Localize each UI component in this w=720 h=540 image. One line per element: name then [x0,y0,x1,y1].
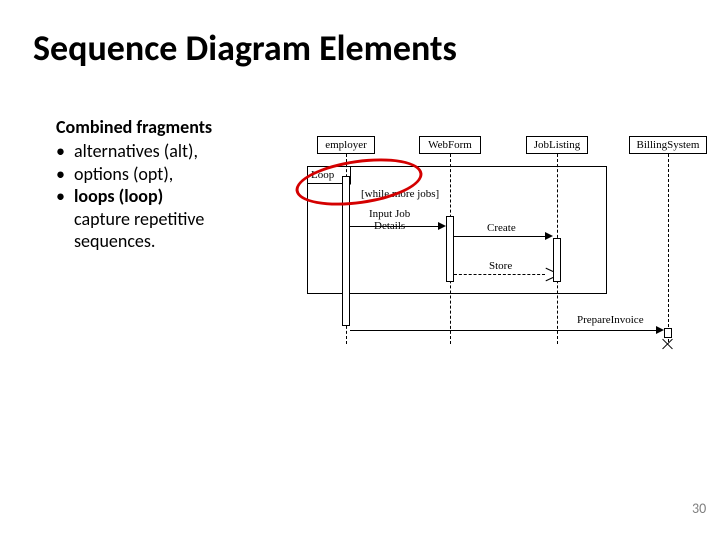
activation-bar [553,238,561,282]
bullet-item: options (opt), [56,163,204,186]
message-label: PrepareInvoice [577,314,644,326]
bullet-list: alternatives (alt),options (opt),loops (… [56,140,204,253]
arrow-head-icon [545,232,553,240]
lifeline-box: BillingSystem [629,136,707,154]
page-number: 30 [692,500,706,517]
activation-bar [664,328,672,338]
destruction-x-icon [662,338,674,350]
arrow-head-icon [438,222,446,230]
lifeline-box: JobListing [526,136,588,154]
lifeline-dash [668,154,669,342]
message-arrow [350,330,656,331]
arrow-head-icon [656,326,664,334]
bullet-item: loops (loop)capture repetitivesequences. [56,185,204,253]
page-title: Sequence Diagram Elements [33,26,457,70]
sequence-diagram: employerWebFormJobListingBillingSystemLo… [297,130,715,370]
slide: Sequence Diagram Elements Combined fragm… [0,0,720,540]
subtitle-combined-fragments: Combined fragments [56,116,212,138]
message-arrow [454,236,545,237]
activation-bar [446,216,454,282]
lifeline-box: employer [317,136,375,154]
message-label: Create [487,222,516,234]
message-label: Store [489,260,512,272]
bullet-item: alternatives (alt), [56,140,204,163]
message-arrow [454,274,545,275]
bullet-tail: sequences. [74,230,155,252]
bullet-tail: capture repetitive [74,208,204,230]
message-label: Input Job Details [369,208,410,232]
lifeline-box: WebForm [419,136,481,154]
